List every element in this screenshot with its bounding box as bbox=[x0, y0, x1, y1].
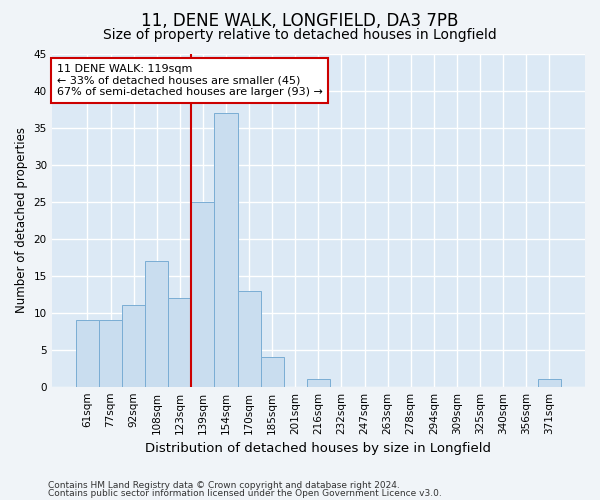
Bar bbox=[307, 380, 330, 386]
Bar bbox=[214, 113, 238, 386]
Bar bbox=[99, 320, 122, 386]
Text: 11, DENE WALK, LONGFIELD, DA3 7PB: 11, DENE WALK, LONGFIELD, DA3 7PB bbox=[142, 12, 458, 30]
Bar bbox=[122, 306, 145, 386]
X-axis label: Distribution of detached houses by size in Longfield: Distribution of detached houses by size … bbox=[145, 442, 491, 455]
Y-axis label: Number of detached properties: Number of detached properties bbox=[15, 128, 28, 314]
Bar bbox=[168, 298, 191, 386]
Bar bbox=[145, 261, 168, 386]
Bar bbox=[238, 290, 260, 386]
Bar bbox=[260, 357, 284, 386]
Bar bbox=[191, 202, 214, 386]
Text: Contains public sector information licensed under the Open Government Licence v3: Contains public sector information licen… bbox=[48, 489, 442, 498]
Text: Contains HM Land Registry data © Crown copyright and database right 2024.: Contains HM Land Registry data © Crown c… bbox=[48, 480, 400, 490]
Text: 11 DENE WALK: 119sqm
← 33% of detached houses are smaller (45)
67% of semi-detac: 11 DENE WALK: 119sqm ← 33% of detached h… bbox=[57, 64, 323, 97]
Bar bbox=[538, 380, 561, 386]
Text: Size of property relative to detached houses in Longfield: Size of property relative to detached ho… bbox=[103, 28, 497, 42]
Bar bbox=[76, 320, 99, 386]
